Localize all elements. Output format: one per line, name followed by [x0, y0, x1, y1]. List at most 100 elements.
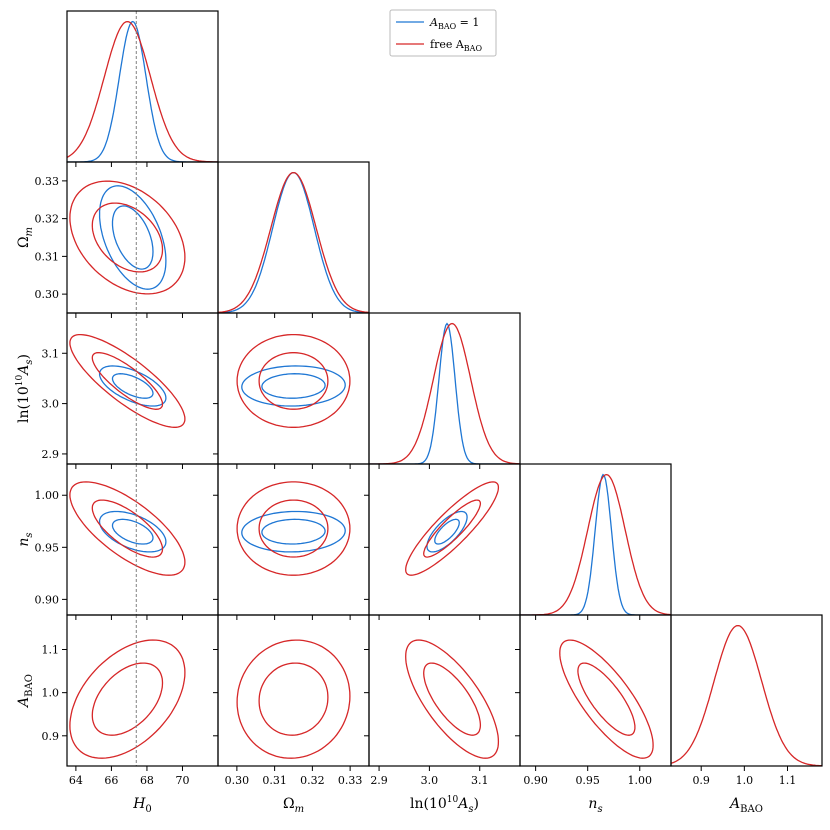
- ytick-label-n_s: 1.00: [35, 489, 60, 502]
- ytick-label-ln10As: 3.1: [42, 347, 60, 360]
- contour-n_s-A_BAO-series-1-level-1: [559, 639, 654, 759]
- contour-H0-ln10As-series-0-level-1: [98, 365, 167, 407]
- xtick-label-Omega_m: 0.33: [338, 774, 363, 787]
- contour-H0-n_s-series-0-level-1: [98, 510, 167, 553]
- ytick-label-A_BAO: 1.0: [42, 687, 60, 700]
- label-main: ln(10: [410, 796, 447, 812]
- label-main-2: A: [16, 365, 32, 377]
- contour-H0-n_s-series-0-level-0: [111, 518, 154, 545]
- contour-Omega_m-ln10As-series-0-level-0: [261, 373, 326, 399]
- contour-ln10As-A_BAO-series-1-level-0: [423, 662, 482, 736]
- ytick-label-A_BAO: 0.9: [42, 730, 60, 743]
- panel-frame: [519, 614, 672, 767]
- ytick-label-ln10As: 2.9: [42, 448, 60, 461]
- label-sub: s: [24, 359, 35, 364]
- panel-Omega_m-n_s: [213, 463, 370, 620]
- ytick-label-A_BAO: 1.1: [42, 644, 60, 657]
- xtick-label-Omega_m: 0.31: [262, 774, 287, 787]
- contour-ln10As-n_s-series-1-level-0: [423, 499, 482, 558]
- contour-H0-n_s-series-1-level-1: [69, 481, 186, 576]
- xaxis-label-ln10As: ln(1010As): [410, 795, 479, 815]
- xtick-label-H0: 64: [69, 774, 83, 787]
- contour-H0-Omega_m-series-0-level-1: [98, 185, 167, 290]
- legend-label-free-main: free A: [430, 38, 465, 51]
- panel-H0-n_s: 0.90 0.95 1.00: [35, 463, 219, 620]
- xaxis-label-n_s: ns: [588, 796, 602, 815]
- panel-frame: [368, 463, 521, 616]
- yaxis-label-Omega_m: Ωm: [16, 227, 35, 248]
- contour-ln10As-n_s-series-0-level-0: [434, 518, 460, 545]
- label-main: H: [132, 796, 146, 812]
- label-sub: BAO: [740, 804, 763, 815]
- panel-H0-ln10As: 2.9 3.0 3.1: [42, 312, 219, 469]
- panel-ln10As-A_BAO: 2.9 3.0 3.1: [364, 614, 521, 787]
- ytick-label-Omega_m: 0.32: [35, 213, 60, 226]
- panel-H0-H0: [66, 10, 219, 167]
- marginal-ln10As-series-0: [369, 322, 520, 464]
- panel-content: [69, 313, 186, 464]
- marginal-A_BAO-series-1: [671, 624, 822, 766]
- contour-H0-A_BAO-series-1-level-0: [91, 662, 164, 736]
- panel-content: [69, 162, 186, 313]
- label-sub: s: [24, 532, 35, 537]
- xtick-label-n_s: 1.00: [628, 774, 653, 787]
- ytick-label-n_s: 0.90: [35, 593, 60, 606]
- panel-content: [559, 639, 654, 759]
- panel-content: [405, 481, 500, 576]
- panel-frame: [217, 161, 370, 314]
- panel-Omega_m-ln10As: [213, 312, 370, 469]
- contour-Omega_m-n_s-series-1-level-0: [258, 499, 329, 558]
- panel-content: [236, 481, 351, 576]
- marginal-n_s-series-1: [520, 473, 671, 615]
- panel-ln10As-ln10As: [368, 312, 521, 469]
- label-main: n: [16, 538, 32, 547]
- ytick-label-Omega_m: 0.31: [35, 250, 60, 263]
- panel-H0-Omega_m: 0.30 0.31 0.32 0.33: [35, 161, 219, 318]
- contour-Omega_m-n_s-series-0-level-0: [261, 518, 326, 545]
- label-sub: m: [24, 227, 35, 236]
- yaxis-label-A_BAO: ABAO: [16, 674, 35, 709]
- contour-Omega_m-ln10As-series-1-level-1: [236, 333, 351, 428]
- label-main: A: [16, 697, 32, 709]
- panel-frame: [217, 312, 370, 465]
- label-sub: s: [597, 804, 602, 815]
- marginal-ln10As-series-1: [369, 322, 520, 464]
- label-sup: 10: [447, 795, 459, 805]
- xtick-label-H0: 68: [140, 774, 154, 787]
- xtick-label-A_BAO: 1.1: [779, 774, 797, 787]
- panel-ln10As-n_s: [364, 463, 521, 620]
- contour-Omega_m-ln10As-series-0-level-1: [241, 365, 346, 407]
- xtick-label-ln10As: 3.1: [471, 774, 489, 787]
- contour-Omega_m-ln10As-series-1-level-0: [258, 352, 329, 410]
- marginal-Omega_m-series-0: [218, 171, 369, 313]
- ytick-label-n_s: 0.95: [35, 541, 60, 554]
- legend-label-abao1-sub: BAO: [438, 22, 457, 31]
- panel-frame: [217, 614, 370, 767]
- label-close: ): [16, 354, 32, 359]
- contour-Omega_m-A_BAO-series-1-level-1: [236, 639, 351, 759]
- label-main: A: [728, 796, 740, 812]
- xtick-label-ln10As: 3.0: [421, 774, 439, 787]
- label-sub: m: [295, 804, 304, 815]
- xtick-label-n_s: 0.95: [575, 774, 600, 787]
- marginal-H0-series-0: [67, 20, 218, 162]
- xtick-label-ln10As: 2.9: [370, 774, 388, 787]
- panel-frame: [66, 463, 219, 616]
- panel-frame: [217, 463, 370, 616]
- panel-content: [236, 333, 351, 428]
- contour-H0-Omega_m-series-1-level-1: [69, 180, 186, 295]
- panel-content: [520, 473, 671, 615]
- contour-H0-n_s-series-1-level-0: [91, 499, 164, 558]
- panel-content: [218, 171, 369, 313]
- label-main: Ω: [283, 796, 295, 812]
- marginal-n_s-series-0: [520, 473, 671, 615]
- panel-content: [671, 624, 822, 766]
- label-main: ln(10: [16, 386, 32, 423]
- contour-ln10As-n_s-series-1-level-1: [405, 481, 500, 576]
- label-main-2: A: [456, 796, 468, 812]
- marginal-Omega_m-series-1: [218, 171, 369, 313]
- xtick-label-Omega_m: 0.32: [300, 774, 325, 787]
- panel-content: [69, 615, 186, 766]
